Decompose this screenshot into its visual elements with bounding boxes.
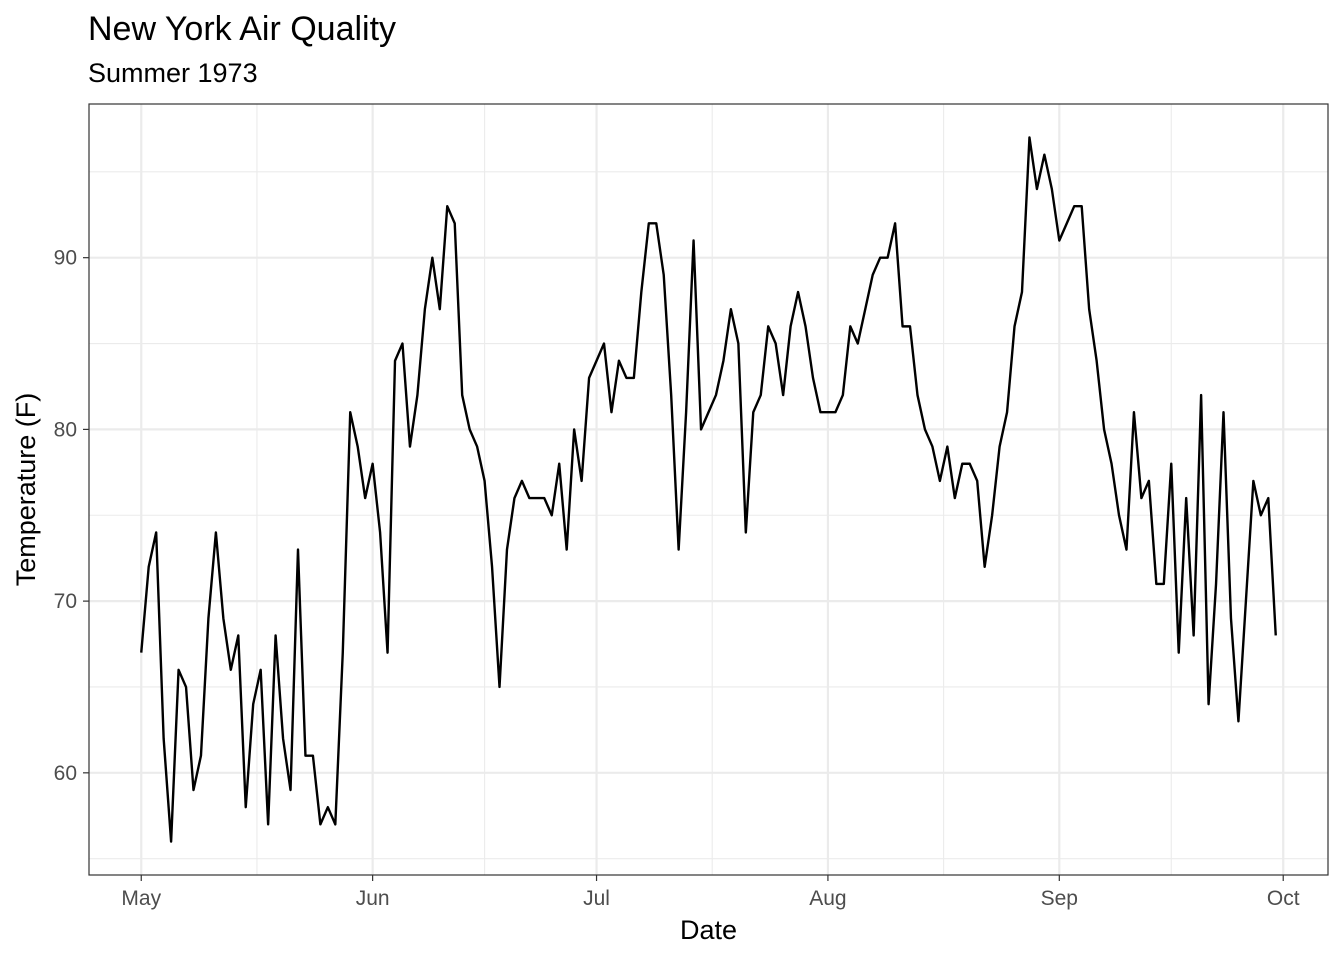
- chart-subtitle: Summer 1973: [88, 58, 258, 88]
- x-axis: May Jun Jul Aug Sep Oct: [121, 875, 1300, 910]
- plot-panel-background: [89, 104, 1328, 875]
- y-tick-label: 70: [54, 590, 77, 613]
- temperature-line: [140, 136, 1277, 843]
- x-tick-label: Oct: [1267, 887, 1300, 910]
- x-tick-label: Aug: [809, 887, 846, 910]
- y-axis: 60 70 80 90: [54, 247, 89, 785]
- x-tick-label: Jul: [583, 887, 610, 910]
- y-tick-label: 60: [54, 762, 77, 785]
- x-axis-title: Date: [680, 915, 737, 945]
- chart-title: New York Air Quality: [88, 10, 396, 48]
- plot-panel-border: [88, 103, 1329, 876]
- y-tick-label: 80: [54, 418, 77, 441]
- x-tick-label: May: [121, 887, 161, 910]
- y-tick-label: 90: [54, 247, 77, 270]
- x-tick-label: Jun: [356, 887, 390, 910]
- y-axis-title: Temperature (F): [11, 393, 41, 587]
- x-tick-label: Sep: [1041, 887, 1078, 910]
